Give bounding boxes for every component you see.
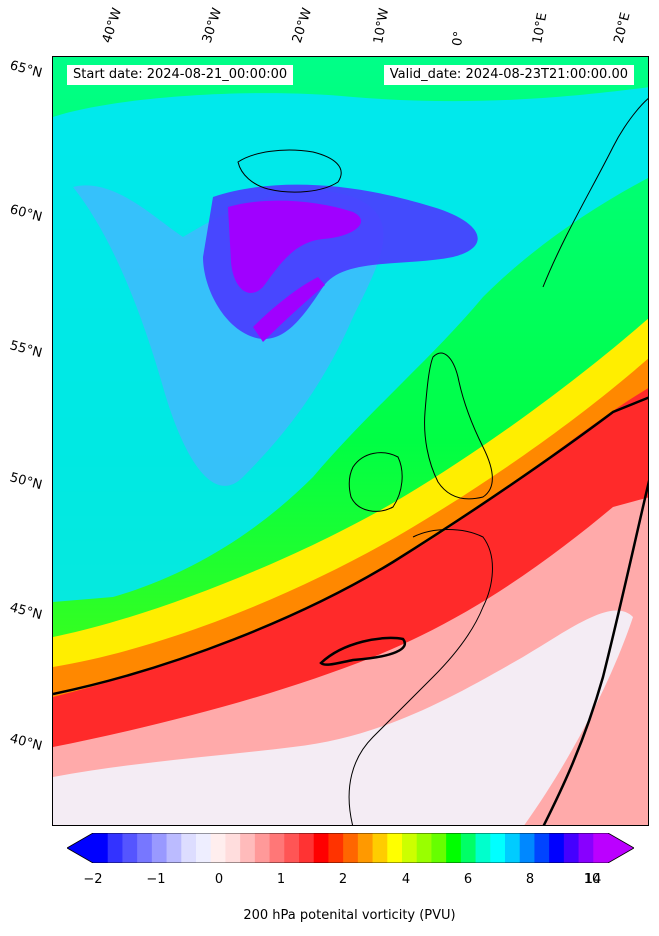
lat-label-60n: 60°N [8, 202, 44, 226]
colorbar-segment [460, 833, 477, 863]
colorbar-segment [490, 833, 506, 863]
coastline-scandinavia [542, 98, 648, 288]
colorbar-segment [402, 833, 418, 863]
colorbar-segment [416, 833, 432, 863]
pv-2-contour-east [542, 480, 648, 825]
colorbar-segment [151, 833, 168, 863]
colorbar-segment [563, 833, 580, 863]
colorbar-segment [578, 833, 594, 863]
colorbar-tick: 10 [583, 872, 601, 887]
pv-purple-streak [253, 277, 325, 342]
pv-purple-region [228, 200, 362, 293]
pv-field-map [53, 57, 648, 825]
colorbar-segment [284, 833, 300, 863]
colorbar-segment [372, 833, 388, 863]
valid-date-label: Valid_date: 2024-08-23T21:00:00.00 [383, 65, 634, 85]
colorbar-segment [534, 833, 550, 863]
lon-label-30w: 30°W [199, 6, 226, 45]
lon-label-20w: 20°W [289, 6, 316, 45]
colorbar-segment [181, 833, 197, 863]
colorbar-segment [122, 833, 138, 863]
colorbar-segment [505, 833, 521, 863]
colorbar-segment [328, 833, 344, 863]
lat-label-55n: 55°N [8, 338, 44, 362]
colorbar-segment [107, 833, 123, 863]
start-date-label: Start date: 2024-08-21_00:00:00 [67, 65, 294, 85]
lon-label-10w: 10°W [371, 7, 393, 46]
colorbar-tick: 4 [401, 872, 411, 887]
colorbar-segment [166, 833, 182, 863]
lat-label-40n: 40°N [8, 731, 44, 755]
colorbar [67, 833, 634, 863]
colorbar-segment [93, 833, 109, 863]
coastline-continent [348, 529, 493, 825]
lon-label-0: 0° [450, 30, 468, 47]
colorbar-segment [357, 833, 374, 863]
colorbar-segment [387, 833, 403, 863]
colorbar-segment [313, 833, 329, 863]
pv-orange-band [53, 358, 648, 717]
colorbar-segment [593, 833, 609, 863]
pv-cyan-region [53, 87, 648, 602]
colorbar-segment [225, 833, 241, 863]
colorbar-max-arrow [608, 833, 634, 863]
colorbar-tick: 14 [584, 872, 602, 887]
colorbar-tick: −2 [83, 872, 103, 887]
colorbar-tick: 1 [276, 872, 286, 887]
colorbar-segment [196, 833, 212, 863]
colorbar-tick: 2 [338, 872, 348, 887]
colorbar-min-arrow [67, 833, 93, 863]
colorbar-tick: 8 [525, 872, 535, 887]
lat-label-50n: 50°N [8, 470, 44, 494]
pv-yellow-band [53, 318, 648, 697]
colorbar-segment [446, 833, 462, 863]
colorbar-segment [254, 833, 271, 863]
map-panel: Start date: 2024-08-21_00:00:00 Valid_da… [52, 56, 649, 826]
lat-label-65n: 65°N [8, 58, 44, 82]
colorbar-segment [431, 833, 447, 863]
lat-label-45n: 45°N [8, 600, 44, 624]
pv-2-contour [53, 396, 648, 696]
colorbar-segment [137, 833, 153, 863]
coastline-iceland [237, 149, 342, 193]
colorbar-segment [475, 833, 491, 863]
colorbar-tick: 6 [463, 872, 473, 887]
colorbar-segment [519, 833, 535, 863]
pv-2-contour-loop [319, 636, 406, 666]
colorbar-tick: 0 [214, 872, 224, 887]
colorbar-segment [343, 833, 359, 863]
colorbar-segment [269, 833, 285, 863]
colorbar-segment [240, 833, 256, 863]
colorbar-segment [210, 833, 226, 863]
colorbar-label: 200 hPa potenital vorticity (PVU) [243, 908, 456, 923]
coastline-ireland [348, 452, 403, 512]
colorbar-segment [549, 833, 565, 863]
pv-white-region [53, 610, 633, 825]
coastline-british-isles [424, 352, 493, 500]
colorbar-segment [299, 833, 315, 863]
lon-label-10e: 10°E [530, 11, 551, 45]
lon-label-40w: 40°W [99, 6, 126, 45]
colorbar-tick: −1 [146, 872, 166, 887]
lon-label-20e: 20°E [611, 11, 634, 45]
